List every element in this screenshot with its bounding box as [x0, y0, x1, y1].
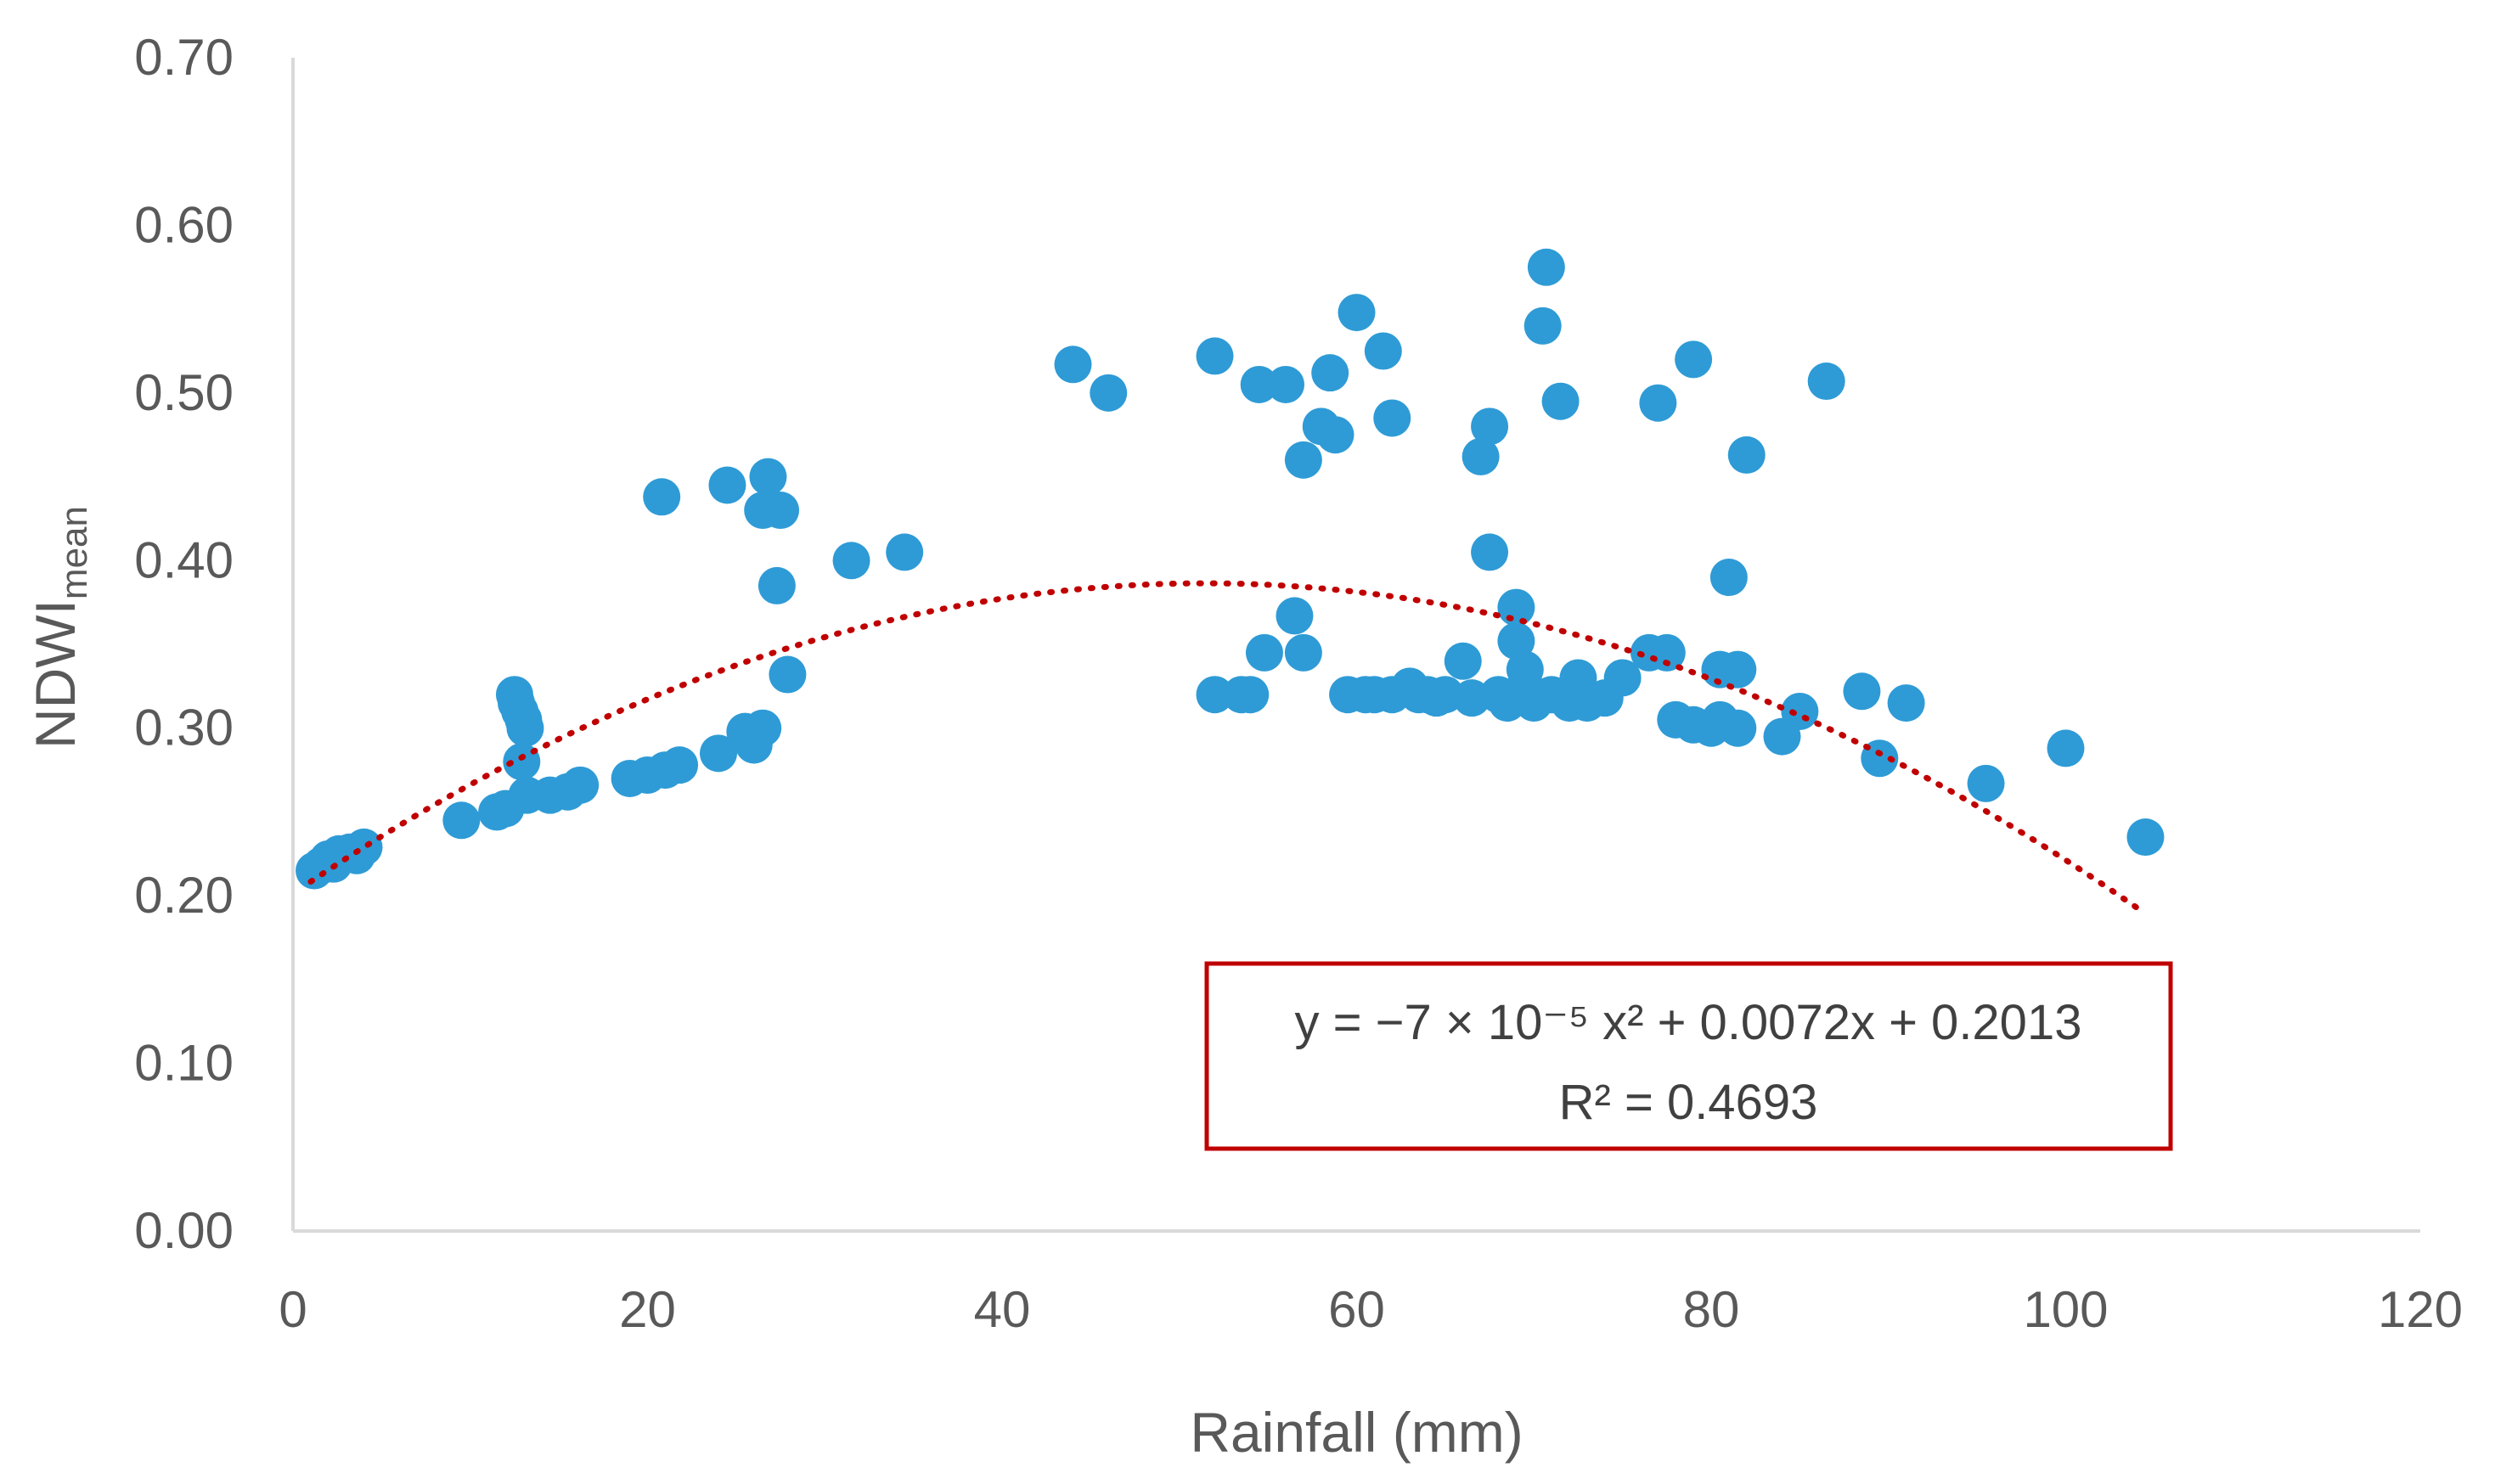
data-point	[1267, 365, 1304, 403]
data-point	[1462, 437, 1500, 475]
data-point	[1245, 633, 1283, 672]
data-point	[1781, 692, 1819, 730]
trendline-equation: y = −7 × 10⁻⁵ x² + 0.0072x + 0.2013	[1295, 995, 2082, 1050]
data-point	[1647, 633, 1686, 672]
data-point	[2126, 818, 2165, 857]
data-point	[1240, 365, 1278, 403]
data-point	[506, 709, 544, 747]
data-point	[1054, 346, 1092, 384]
data-point	[1373, 399, 1411, 437]
data-point	[1471, 408, 1509, 446]
data-point	[1471, 533, 1509, 571]
data-point	[886, 533, 924, 571]
data-point	[442, 801, 481, 840]
data-point	[1843, 672, 1881, 711]
data-point	[744, 709, 782, 747]
axes	[291, 58, 2420, 1233]
data-point	[1231, 676, 1270, 714]
data-point	[661, 746, 699, 784]
data-point	[1364, 332, 1402, 370]
data-point	[758, 566, 796, 604]
data-point	[700, 734, 737, 773]
x-axis-title: Rainfall (mm)	[1190, 1401, 1523, 1464]
data-point	[1527, 248, 1565, 286]
data-point	[1497, 622, 1535, 660]
data-point	[1338, 294, 1376, 332]
data-point	[1276, 597, 1314, 635]
y-axis-title-main: NDWI	[24, 599, 87, 749]
data-point	[1284, 441, 1322, 479]
x-tick-labels: 0 20 40 60 80 100 120	[279, 1281, 2463, 1338]
data-point	[1311, 354, 1349, 392]
trendline	[307, 580, 2149, 917]
data-point	[643, 478, 681, 516]
trendline-equation-box	[1204, 961, 2173, 1151]
data-point	[769, 655, 807, 694]
data-point	[1709, 559, 1748, 597]
y-tick-label: 0.00	[134, 1202, 234, 1259]
data-point	[1967, 764, 2005, 802]
data-point	[561, 766, 600, 804]
x-tick-label: 20	[619, 1281, 676, 1338]
data-point	[832, 542, 870, 580]
data-point	[1196, 337, 1234, 375]
data-point	[1639, 384, 1677, 422]
y-tick-label: 0.20	[134, 867, 234, 924]
x-tick-label: 0	[279, 1281, 307, 1338]
data-point	[1719, 709, 1757, 747]
trendline-r-squared: R² = 0.4693	[1559, 1075, 1818, 1130]
y-tick-label: 0.30	[134, 700, 234, 756]
data-point	[345, 828, 383, 866]
data-point	[1316, 416, 1355, 454]
x-tick-label: 80	[1683, 1281, 1740, 1338]
x-tick-label: 100	[2023, 1281, 2108, 1338]
data-point	[1807, 363, 1845, 401]
data-point	[1541, 382, 1580, 420]
data-point	[1196, 676, 1234, 714]
y-axis-title-subscript: mean	[54, 506, 95, 599]
trendline-group	[307, 580, 2149, 917]
data-point	[1887, 684, 1925, 722]
data-point	[1719, 650, 1757, 689]
y-tick-label: 0.70	[134, 29, 234, 86]
x-tick-label: 120	[2378, 1281, 2463, 1338]
data-point	[749, 458, 787, 496]
data-point	[1284, 633, 1322, 672]
x-tick-label: 40	[974, 1281, 1031, 1338]
data-point	[762, 492, 800, 530]
x-tick-label: 60	[1328, 1281, 1385, 1338]
data-point	[1090, 374, 1128, 412]
data-point	[1603, 659, 1642, 697]
data-point	[1497, 588, 1535, 627]
data-point	[708, 466, 746, 504]
data-point	[1444, 642, 1482, 680]
y-tick-label: 0.60	[134, 196, 234, 253]
data-point	[1523, 306, 1562, 345]
data-point	[1727, 436, 1766, 474]
y-tick-label: 0.50	[134, 364, 234, 421]
data-point	[1675, 340, 1713, 379]
y-axis-title: NDWImean	[24, 506, 95, 749]
y-tick-label: 0.10	[134, 1035, 234, 1092]
y-tick-label: 0.40	[134, 531, 234, 588]
y-tick-labels: 0.00 0.10 0.20 0.30 0.40 0.50 0.60 0.70	[134, 29, 234, 1259]
data-point	[2047, 729, 2085, 767]
